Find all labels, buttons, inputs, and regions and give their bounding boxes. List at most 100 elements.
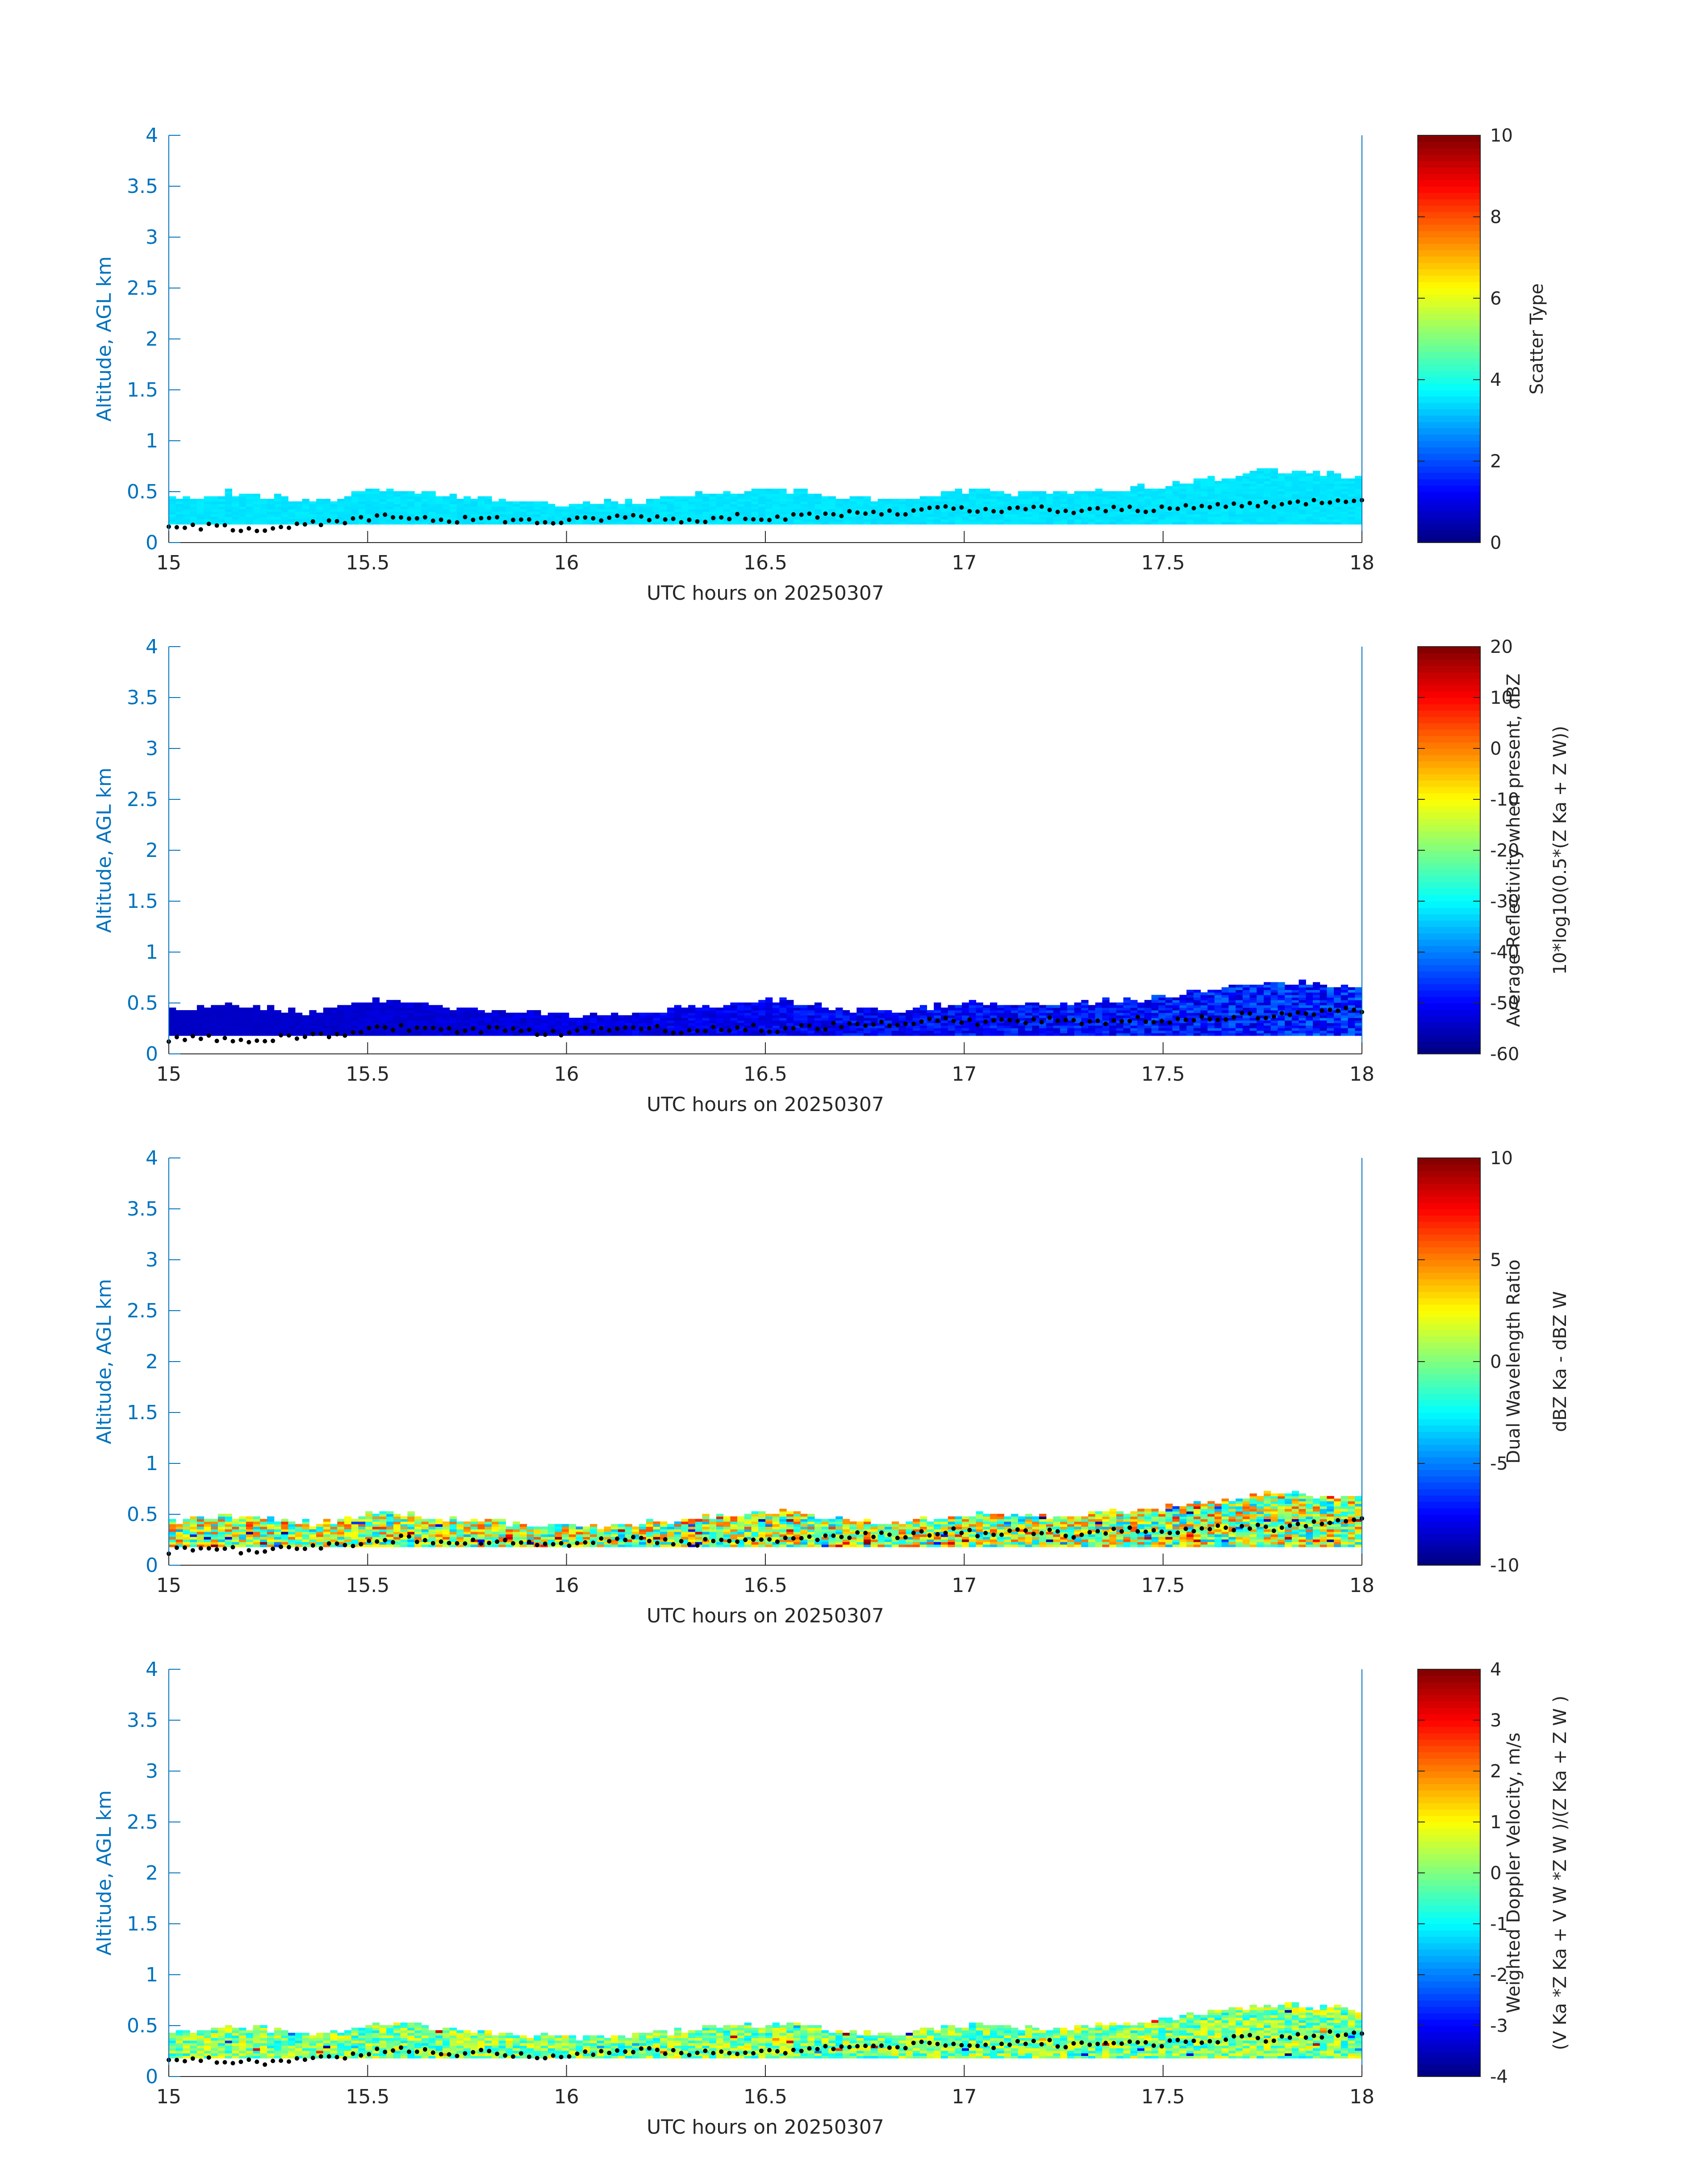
radar-cell [800,1033,808,1036]
radar-cell [604,519,611,522]
radar-cell [1123,519,1131,522]
radar-cell [891,506,899,510]
radar-cell [1200,1000,1208,1003]
radar-cell [183,501,190,504]
radar-cell [1299,1025,1306,1028]
radar-cell [204,514,211,517]
radar-cell [1130,496,1138,499]
radar-cell [1285,481,1292,484]
y-tick-label: 1 [146,430,158,452]
radar-cell [1193,481,1201,484]
radar-cell [1320,1023,1327,1026]
radar-field-average_reflectivity_dBZ [169,979,1362,1036]
radar-cell [400,1033,408,1036]
cloud-base-dot [911,508,916,513]
radar-cell [1011,496,1019,499]
radar-cell [1236,1018,1243,1021]
radar-cell [246,506,254,510]
radar-cell [464,1012,471,1015]
radar-cell [449,501,457,504]
radar-cell [786,499,794,502]
radar-cell [175,1010,183,1013]
radar-cell [196,1015,205,1018]
radar-cell [232,1534,239,1537]
radar-cell [309,504,317,507]
radar-cell [611,504,618,507]
radar-cell [716,499,724,502]
radar-cell [765,1025,773,1028]
radar-cell [1025,504,1032,507]
cloud-base-dot [519,1028,523,1033]
cloud-base-dot [422,1025,427,1030]
radar-cell [365,522,373,525]
radar-cell [211,514,218,517]
radar-cell [913,516,920,520]
radar-cell [1130,501,1138,504]
radar-cell [1158,1030,1166,1033]
colorbar-step [1418,685,1480,692]
radar-cell [919,514,927,517]
radar-cell [253,504,260,507]
radar-cell [1313,493,1320,497]
radar-cell [379,1012,387,1015]
radar-cell [1025,499,1032,502]
radar-cell [597,1023,605,1026]
radar-cell [927,499,934,502]
radar-cell [534,1020,541,1024]
cloud-base-dot [663,517,668,522]
radar-cell [948,1023,955,1026]
radar-cell [997,1023,1004,1026]
radar-cell [800,1023,808,1026]
radar-cell [232,1010,239,1013]
radar-cell [716,504,724,507]
radar-cell [913,1033,920,1036]
radar-cell [386,514,394,517]
radar-cell [484,509,492,512]
radar-cell [1130,516,1138,520]
radar-cell [526,1030,534,1033]
radar-cell [1179,516,1187,520]
radar-cell [891,499,899,502]
radar-cell [723,1018,731,1021]
radar-cell [225,1020,232,1024]
radar-cell [1081,499,1089,502]
radar-cell [927,1028,934,1031]
radar-cell [660,514,668,517]
radar-cell [864,499,871,502]
radar-cell [1144,509,1152,512]
radar-cell [618,514,626,517]
radar-cell [744,516,752,520]
radar-cell [1123,509,1131,512]
radar-cell [1299,516,1306,520]
radar-cell [1249,499,1257,502]
radar-cell [1158,511,1166,514]
radar-cell [1109,519,1117,522]
radar-cell [969,1018,977,1021]
radar-cell [1165,1005,1173,1008]
radar-cell [1151,1023,1159,1026]
radar-cell [1018,491,1026,494]
radar-cell [513,509,520,512]
radar-cell [758,1033,766,1036]
radar-cell [1158,1012,1166,1015]
radar-cell [786,506,794,510]
radar-cell [744,511,752,514]
radar-cell [618,1028,626,1031]
radar-cell [1257,519,1264,522]
radar-cell [1313,504,1320,507]
radar-cell [751,1033,759,1036]
radar-cell [1053,1025,1061,1028]
radar-cell [1270,985,1278,988]
radar-cell [1011,1025,1019,1028]
radar-cell [1249,471,1257,474]
radar-cell [1299,1000,1306,1003]
radar-cell [990,1007,998,1011]
radar-cell [211,516,218,520]
radar-cell [842,506,850,510]
radar-cell [1291,1033,1299,1036]
radar-cell [744,493,752,497]
radar-cell [541,506,548,510]
radar-cell [737,1010,745,1013]
radar-cell [990,1023,998,1026]
radar-cell [793,1015,801,1018]
